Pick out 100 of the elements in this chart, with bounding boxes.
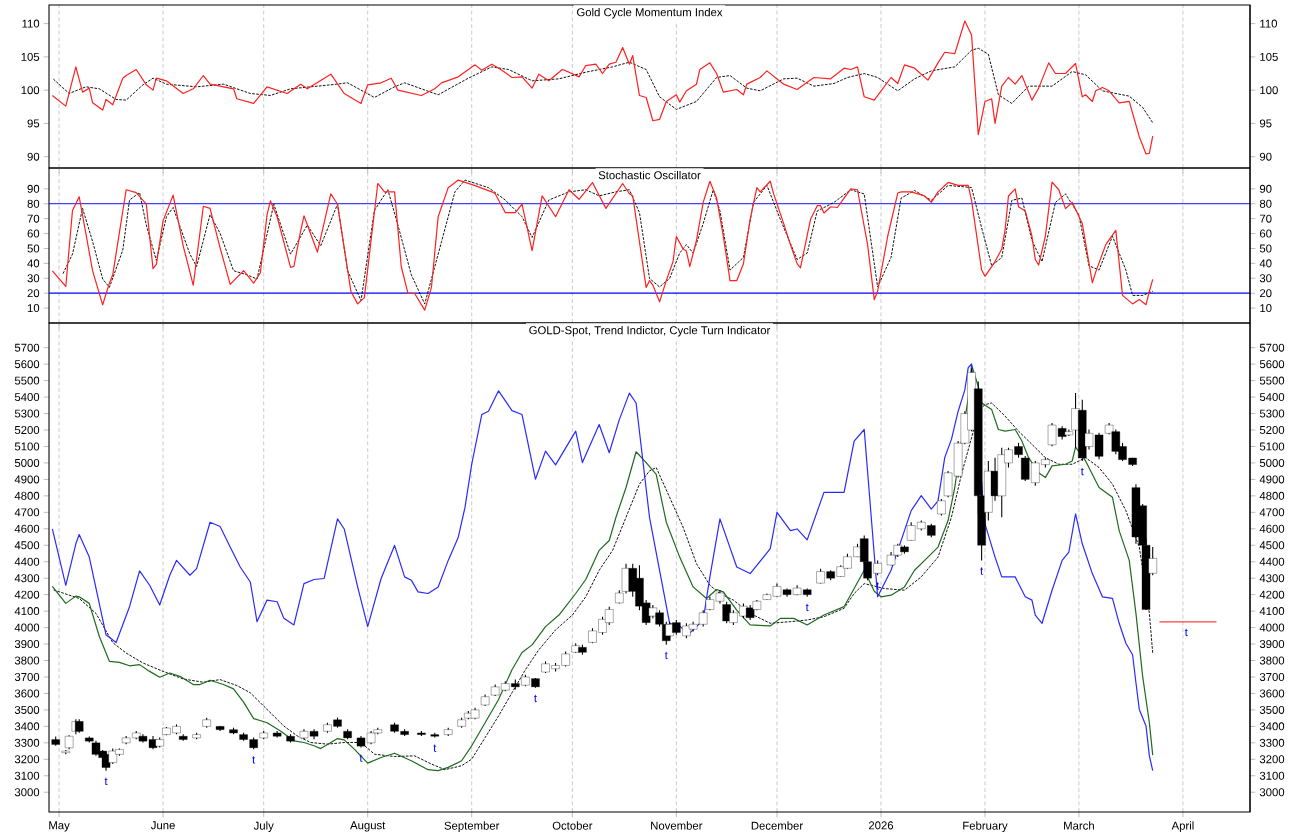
annotation: t — [252, 756, 256, 764]
annotation: t — [805, 603, 809, 612]
y2-tick-label: 30 — [1259, 274, 1272, 283]
y2-tick-label: 60 — [1259, 229, 1272, 238]
x-tick-label: May — [49, 821, 70, 832]
y-tick-label: 4200 — [14, 590, 40, 599]
y2-tick-label: 4800 — [1259, 491, 1285, 500]
x-tick-label: March — [1064, 821, 1094, 830]
annotation: t — [104, 777, 108, 785]
y-tick-label: 5700 — [14, 343, 40, 352]
annotation: t — [664, 651, 668, 660]
y-tick-label: 95 — [27, 119, 40, 128]
y-tick-label: 100 — [21, 86, 40, 95]
x-tick-label: April — [1171, 821, 1194, 832]
y-tick-label: 3800 — [14, 656, 40, 665]
y-tick-label: 105 — [21, 52, 40, 61]
y2-tick-label: 5200 — [1259, 426, 1285, 435]
y-tick-label: 3600 — [14, 689, 40, 698]
y-tick-label: 5500 — [14, 376, 40, 385]
y-tick-label: 70 — [27, 214, 40, 223]
y2-tick-label: 100 — [1260, 86, 1278, 95]
y2-tick-label: 90 — [1259, 152, 1272, 161]
y-tick-label: 3700 — [14, 672, 40, 681]
y2-tick-label: 4000 — [1259, 623, 1285, 632]
y-tick-label: 4100 — [14, 607, 40, 616]
line-series — [51, 20, 1154, 155]
annotation: t — [1080, 467, 1084, 476]
y-tick-label: 10 — [27, 304, 40, 313]
y-tick-label: 5400 — [14, 393, 40, 402]
y-tick-label: 3500 — [14, 705, 40, 714]
y-tick-label: 30 — [27, 274, 40, 283]
annotation: t — [980, 567, 984, 575]
line-series — [51, 47, 1154, 124]
x-tick-label: July — [253, 821, 274, 832]
y2-tick-label: 3600 — [1259, 689, 1285, 698]
y-tick-label: 3300 — [14, 738, 40, 747]
annotation: t — [876, 582, 880, 590]
y2-tick-label: 50 — [1259, 244, 1272, 253]
y2-tick-label: 4600 — [1259, 524, 1285, 533]
y-tick-label: 5600 — [14, 360, 40, 369]
x-tick-label: June — [150, 821, 175, 830]
y2-tick-label: 5300 — [1259, 409, 1285, 418]
y-tick-label: 20 — [27, 289, 40, 298]
x-tick-label: November — [651, 821, 703, 830]
x-tick-label: October — [552, 821, 593, 830]
y2-tick-label: 3700 — [1259, 672, 1285, 681]
y2-tick-label: 4300 — [1259, 574, 1285, 583]
y-tick-label: 90 — [27, 152, 40, 161]
y-tick-label: 4300 — [14, 574, 40, 583]
y-tick-label: 3000 — [14, 788, 40, 797]
y2-tick-label: 5000 — [1259, 458, 1285, 467]
y-tick-label: 4500 — [14, 541, 40, 550]
chart-title: GOLD-Spot, Trend Indictor, Cycle Turn Indicator — [529, 325, 771, 337]
y-tick-label: 50 — [27, 244, 40, 253]
chart-title: Gold Cycle Momentum Index — [577, 7, 723, 19]
y-tick-label: 5000 — [14, 458, 40, 467]
y-tick-label: 3100 — [14, 771, 40, 780]
y-tick-label: 4400 — [14, 557, 40, 566]
y-tick-label: 3400 — [14, 722, 40, 731]
y2-tick-label: 5600 — [1259, 360, 1285, 369]
y-tick-label: 3900 — [14, 640, 40, 649]
x-tick-label: August — [350, 821, 386, 832]
y-tick-label: 90 — [27, 184, 40, 193]
x-tick-label: December — [751, 821, 803, 830]
y-tick-label: 40 — [27, 259, 40, 268]
y2-tick-label: 95 — [1259, 119, 1272, 128]
x-tick-label: February — [963, 821, 1008, 832]
y2-tick-label: 40 — [1259, 259, 1272, 268]
y2-tick-label: 4700 — [1259, 508, 1285, 517]
y2-tick-label: 5500 — [1259, 376, 1285, 385]
y-tick-label: 80 — [27, 199, 40, 208]
y2-tick-label: 3500 — [1259, 705, 1285, 714]
y-tick-label: 110 — [22, 19, 40, 28]
x-tick-label: September — [444, 821, 500, 832]
y2-tick-label: 4200 — [1259, 590, 1285, 599]
annotation: t — [1184, 628, 1188, 637]
y2-tick-label: 3900 — [1259, 640, 1285, 649]
y2-tick-label: 3400 — [1259, 722, 1285, 731]
annotation: t — [359, 754, 363, 762]
y2-tick-label: 4900 — [1259, 475, 1285, 484]
y2-tick-label: 20 — [1259, 289, 1272, 298]
y2-tick-label: 10 — [1260, 304, 1272, 313]
y-tick-label: 4900 — [14, 475, 40, 484]
y2-tick-label: 70 — [1259, 214, 1272, 223]
y-tick-label: 60 — [27, 229, 40, 238]
annotation: t — [534, 694, 537, 703]
y-tick-label: 4000 — [14, 623, 40, 632]
annotation: t — [433, 744, 437, 752]
y2-tick-label: 3000 — [1259, 788, 1285, 797]
y2-tick-label: 4400 — [1259, 557, 1285, 566]
y2-tick-label: 90 — [1259, 184, 1272, 193]
y2-tick-label: 5400 — [1259, 393, 1285, 402]
y-tick-label: 4800 — [14, 491, 40, 500]
y-tick-label: 5200 — [14, 426, 40, 435]
y2-tick-label: 110 — [1260, 19, 1278, 28]
y2-tick-label: 3200 — [1259, 755, 1285, 764]
y2-tick-label: 80 — [1259, 199, 1272, 208]
y2-tick-label: 5100 — [1259, 442, 1285, 451]
x-tick-label: 2026 — [868, 821, 894, 830]
y-tick-label: 4600 — [14, 524, 40, 533]
